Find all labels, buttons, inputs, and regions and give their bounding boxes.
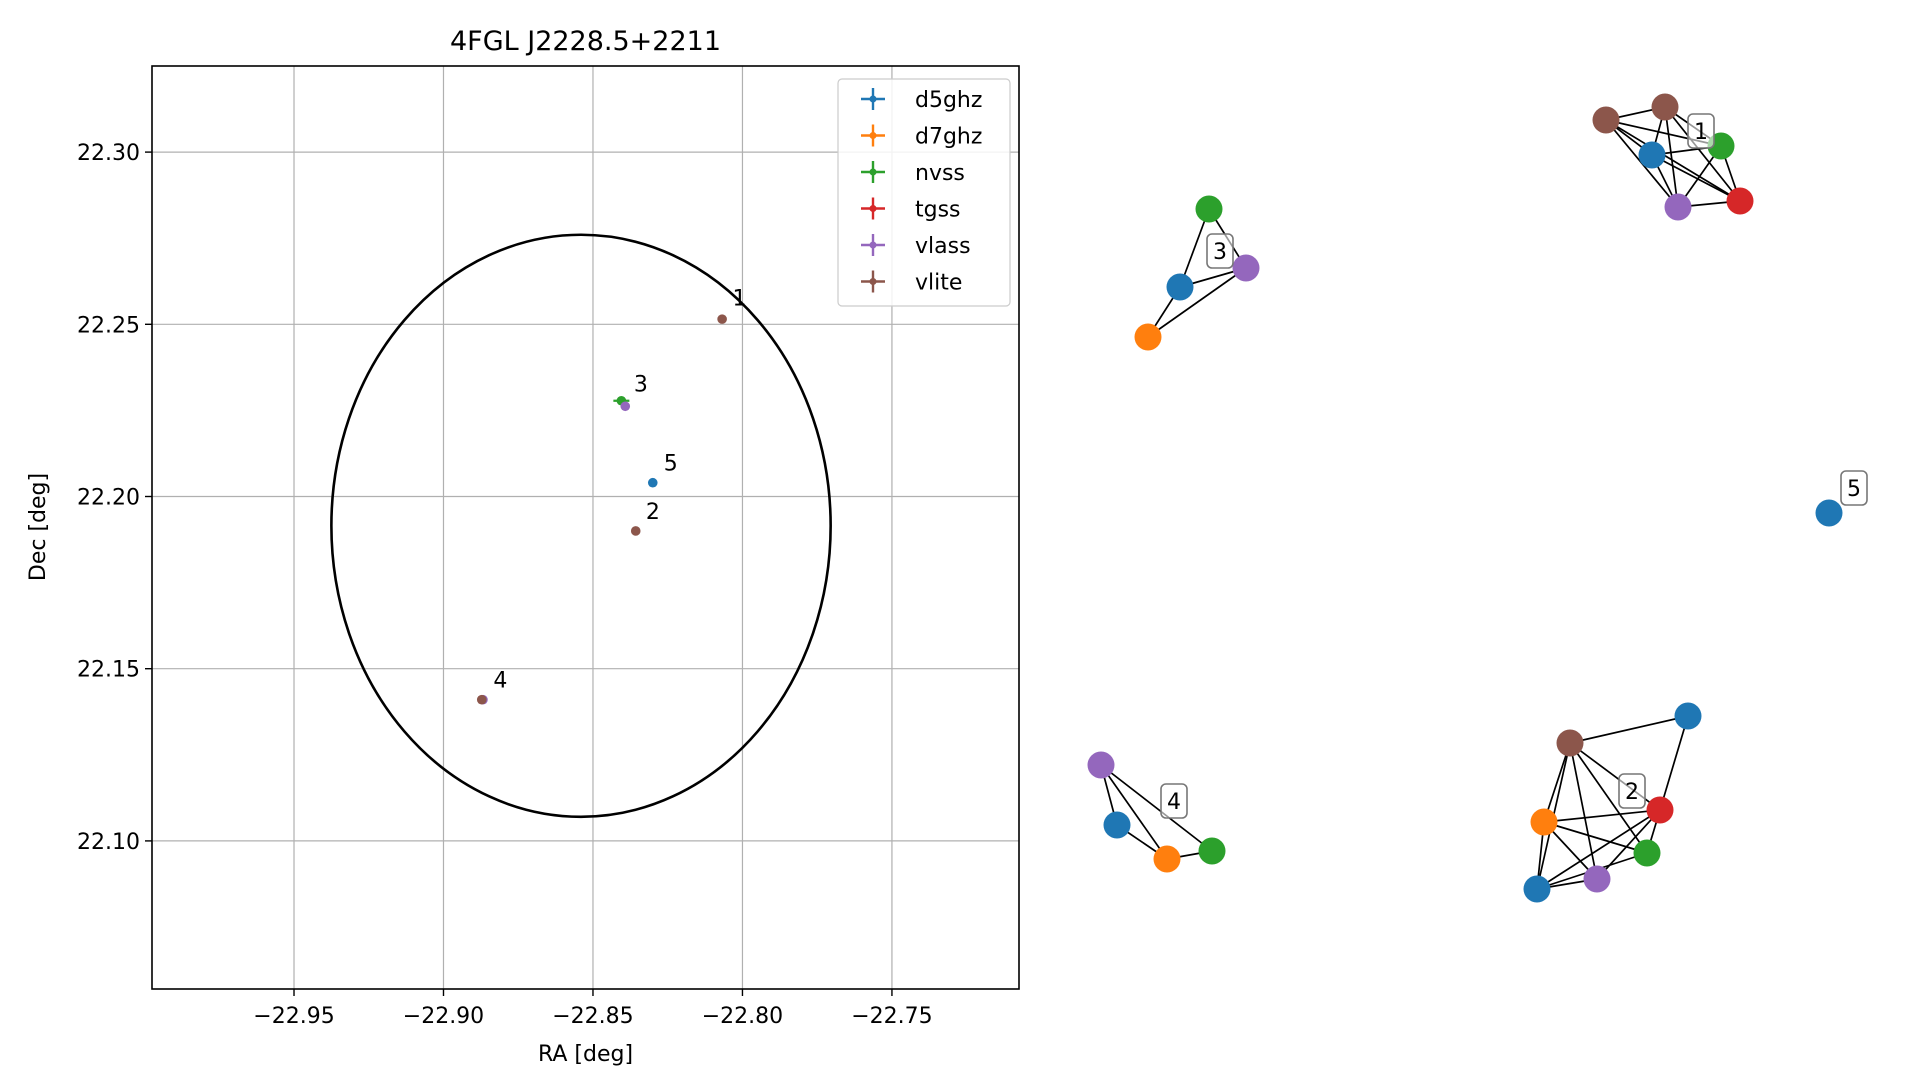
legend-marker-vlite	[869, 278, 877, 285]
x-axis-label: RA [deg]	[538, 1042, 633, 1067]
legend-label-nvss: nvss	[915, 161, 965, 186]
graph-edge	[1664, 106, 1741, 202]
graph-node-c1-vlite-a	[1592, 106, 1620, 134]
ticks: −22.95 −22.90 −22.85 −22.80 −22.75 22.10 22.15…	[77, 141, 933, 1029]
legend-label-tgss: tgss	[915, 198, 961, 223]
graph-node-c4-d5	[1103, 811, 1131, 839]
scatter-panel: 1 2 3 4 5 −22.95 −22.90 −22.85 −22.80 −22.75 22.1…	[26, 26, 1020, 1067]
graph-node-c2-d5-a	[1674, 702, 1702, 730]
graph-edge	[1543, 821, 1648, 854]
graph-node-c4-d7	[1153, 845, 1181, 873]
graph-label: 3	[1213, 240, 1227, 265]
graph-node-c2-tgss	[1646, 796, 1674, 824]
graph-node-c1-vlass	[1664, 193, 1692, 221]
point-vlite	[630, 526, 641, 536]
graph-node-c3-nvss	[1195, 195, 1223, 223]
graph-label-box	[1160, 783, 1188, 819]
graph-edge	[1536, 809, 1661, 890]
graph-edge	[1543, 742, 1571, 823]
legend-label-vlite: vlite	[915, 271, 962, 296]
graph-node-c3-d7	[1134, 323, 1162, 351]
point-annotation: 1	[733, 286, 747, 311]
y-axis-label: Dec [deg]	[26, 473, 51, 581]
x-tick-label: −22.95	[253, 1004, 334, 1029]
graph-node-c4-nvss	[1198, 837, 1226, 865]
graph-edge	[1651, 154, 1741, 202]
graph-edge	[1569, 742, 1598, 880]
legend-marker-d7ghz	[869, 132, 877, 139]
point-annotation: 2	[646, 500, 660, 525]
graph-node-c1-d5	[1638, 141, 1666, 169]
y-tick-label: 22.30	[77, 141, 140, 166]
graph-edge	[1100, 764, 1213, 852]
graph-node-c3-vlass	[1232, 254, 1260, 282]
graph-label-box	[1687, 113, 1715, 149]
point-vlite	[717, 314, 727, 324]
point-d5ghz	[647, 477, 658, 488]
legend-marker-tgss	[869, 205, 877, 212]
graph-label-box	[1618, 773, 1646, 809]
graph-node-c4-vlass	[1087, 751, 1115, 779]
graph-node-c3-d5	[1166, 273, 1194, 301]
graph-node-c2-vlite	[1556, 729, 1584, 757]
graph-node-c1-tgss	[1726, 187, 1754, 215]
x-tick-label: −22.85	[552, 1004, 633, 1029]
graph-edge	[1664, 106, 1679, 208]
y-tick-label: 22.25	[77, 313, 140, 338]
graph-labels: 1 3 5 4 2	[1160, 113, 1868, 819]
graph-edge	[1543, 809, 1661, 823]
graph-label: 1	[1694, 120, 1708, 145]
point-annotation: 3	[634, 373, 648, 398]
point-vlass	[620, 401, 631, 412]
legend-marker-nvss	[869, 168, 877, 176]
legend: d5ghz d7ghz nvss tgss vlass vlite	[837, 78, 1011, 307]
graph-edge	[1569, 742, 1648, 854]
graph-edge	[1179, 208, 1210, 288]
graph-node-c1-vlite-b	[1651, 93, 1679, 121]
legend-label-d7ghz: d7ghz	[915, 125, 982, 150]
legend-label-d5ghz: d5ghz	[915, 88, 982, 113]
graph-label: 2	[1625, 780, 1639, 805]
graph-node-c2-vlass	[1583, 865, 1611, 893]
annotation-layer: 1 2 3 4 5	[493, 286, 746, 693]
point-annotation: 4	[493, 669, 507, 694]
error-ellipse	[330, 233, 832, 819]
x-tick-label: −22.90	[403, 1004, 484, 1029]
y-tick-label: 22.20	[77, 486, 140, 511]
graph-node-c2-d7	[1530, 808, 1558, 836]
graph-label-box	[1840, 470, 1868, 506]
y-tick-label: 22.10	[77, 830, 140, 855]
graph-node-c2-nvss	[1633, 839, 1661, 867]
graph-nodes	[1087, 93, 1843, 903]
graph-panel: 1 3 5 4 2	[1087, 93, 1868, 903]
y-tick-label: 22.15	[77, 658, 140, 683]
axes-frame	[151, 65, 1020, 990]
x-tick-label: −22.75	[851, 1004, 932, 1029]
graph-edge	[1596, 809, 1661, 880]
graph-edge	[1100, 764, 1168, 860]
graph-node-c5-d5	[1815, 499, 1843, 527]
ellipse-layer	[330, 233, 832, 819]
chart-title: 4FGL J2228.5+2211	[450, 26, 721, 57]
graph-edge	[1659, 715, 1689, 811]
graph-label: 4	[1167, 790, 1181, 815]
points-layer	[476, 314, 727, 705]
point-annotation: 5	[664, 452, 678, 477]
graph-edge	[1147, 267, 1247, 338]
graph-label: 5	[1847, 477, 1861, 502]
x-tick-label: −22.80	[702, 1004, 783, 1029]
graph-node-c2-d5-b	[1523, 875, 1551, 903]
legend-marker-d5ghz	[869, 95, 877, 103]
graph-label-box	[1206, 233, 1234, 269]
graph-edge	[1569, 715, 1689, 744]
graph-edge	[1605, 119, 1741, 202]
legend-marker-vlass	[869, 241, 877, 249]
legend-label-vlass: vlass	[915, 234, 971, 259]
point-vlite	[476, 694, 487, 705]
